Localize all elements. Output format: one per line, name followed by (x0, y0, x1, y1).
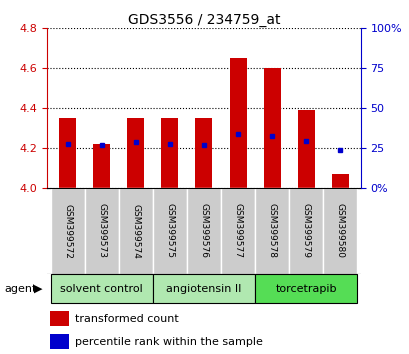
Text: GSM399578: GSM399578 (267, 204, 276, 258)
Text: GSM399576: GSM399576 (199, 204, 208, 258)
Bar (153, 188, 187, 274)
Text: GSM399580: GSM399580 (335, 204, 344, 258)
Text: GSM399579: GSM399579 (301, 204, 310, 258)
Bar (195, 118, 212, 188)
Title: GDS3556 / 234759_at: GDS3556 / 234759_at (128, 13, 279, 27)
Bar (50, 334, 69, 349)
Text: GSM399572: GSM399572 (63, 204, 72, 258)
Text: ▶: ▶ (34, 284, 42, 293)
Bar (93, 144, 110, 188)
Bar (127, 118, 144, 188)
Bar (59, 118, 76, 188)
Text: GSM399577: GSM399577 (233, 204, 242, 258)
Bar (161, 118, 178, 188)
Text: torcetrapib: torcetrapib (275, 284, 336, 293)
Bar (229, 58, 246, 188)
Text: percentile rank within the sample: percentile rank within the sample (75, 337, 263, 347)
Text: transformed count: transformed count (75, 314, 179, 324)
Bar (288, 188, 323, 274)
Text: GSM399574: GSM399574 (131, 204, 140, 258)
Text: agent: agent (4, 284, 36, 293)
Bar (119, 188, 153, 274)
Bar (153, 274, 254, 303)
Bar (323, 188, 357, 274)
Bar (254, 274, 357, 303)
Bar (50, 311, 69, 326)
Bar (297, 110, 314, 188)
Bar (50, 188, 84, 274)
Bar (220, 188, 254, 274)
Bar (187, 188, 220, 274)
Bar (50, 274, 153, 303)
Bar (254, 188, 288, 274)
Bar (331, 174, 348, 188)
Text: GSM399575: GSM399575 (165, 204, 174, 258)
Bar (263, 68, 280, 188)
Bar (84, 188, 119, 274)
Text: angiotensin II: angiotensin II (166, 284, 241, 293)
Text: GSM399573: GSM399573 (97, 204, 106, 258)
Text: solvent control: solvent control (60, 284, 143, 293)
